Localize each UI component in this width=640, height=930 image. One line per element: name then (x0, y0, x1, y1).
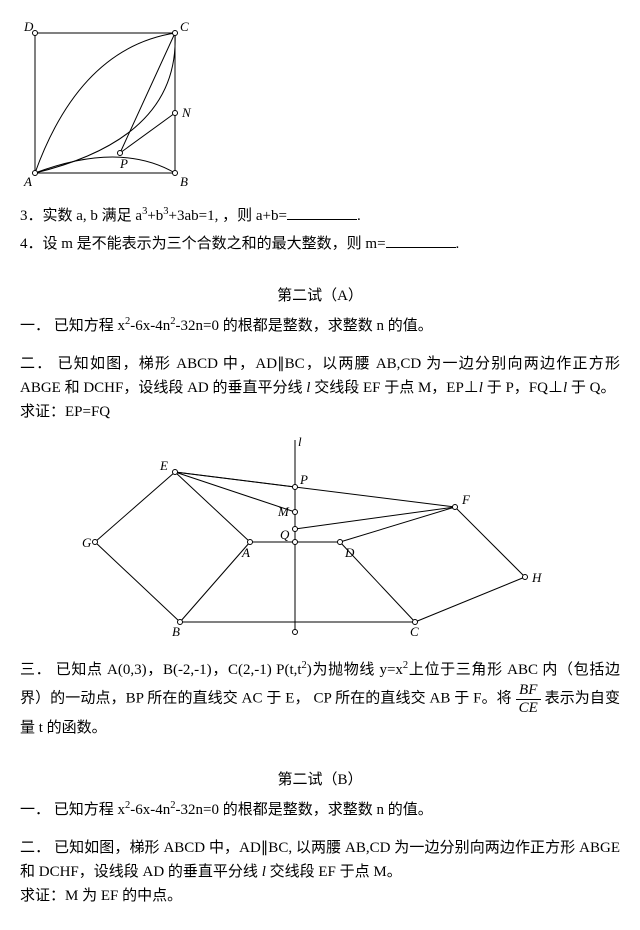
svg-text:A: A (23, 174, 32, 188)
svg-text:H: H (531, 570, 542, 585)
svg-text:G: G (82, 535, 92, 550)
svg-text:C: C (180, 19, 189, 34)
figure-trapezoid: E G A B D C F H M P Ql (20, 432, 620, 650)
problem-a1: 一． 已知方程 x2-6x-4n2-32n=0 的根都是整数，求整数 n 的值。 (20, 314, 620, 338)
problem-a2-text: 二． 已知如图，梯形 ABCD 中，AD∥BC，以两腰 AB,CD 为一边分别向… (20, 352, 620, 424)
svg-text:M: M (277, 504, 290, 519)
problem-b1: 一． 已知方程 x2-6x-4n2-32n=0 的根都是整数，求整数 n 的值。 (20, 798, 620, 822)
figure-square-abcd: A B C D P N (20, 18, 620, 196)
svg-text:E: E (159, 458, 168, 473)
problem-a3: 三． 已知点 A(0,3)，B(-2,-1)，C(2,-1) P(t,t2)为抛… (20, 658, 620, 740)
blank-q3 (287, 204, 357, 220)
svg-text:P: P (119, 156, 128, 171)
svg-text:N: N (181, 105, 192, 120)
fraction-bf-ce: BFCE (516, 682, 541, 716)
figure1-svg: A B C D P N (20, 18, 210, 188)
question-3: 3．实数 a, b 满足 a3+b3+3ab=1, ，则 a+b=. (20, 204, 620, 228)
svg-text:P: P (299, 472, 308, 487)
svg-text:B: B (180, 174, 188, 188)
svg-text:D: D (23, 19, 34, 34)
problem-b2: 二． 已知如图，梯形 ABCD 中，AD∥BC, 以两腰 AB,CD 为一边分别… (20, 836, 620, 908)
svg-text:B: B (172, 624, 180, 639)
svg-text:Q: Q (280, 527, 290, 542)
question-4: 4．设 m 是不能表示为三个合数之和的最大整数，则 m=. (20, 232, 620, 256)
svg-text:A: A (241, 545, 250, 560)
blank-q4 (386, 232, 456, 248)
section-a-title: 第二试（A） (20, 284, 620, 308)
svg-text:F: F (461, 492, 471, 507)
section-b-title: 第二试（B） (20, 768, 620, 792)
figure2-svg: E G A B D C F H M P Ql (80, 432, 560, 642)
svg-text:l: l (298, 434, 302, 449)
svg-text:C: C (410, 624, 419, 639)
svg-text:D: D (344, 545, 355, 560)
